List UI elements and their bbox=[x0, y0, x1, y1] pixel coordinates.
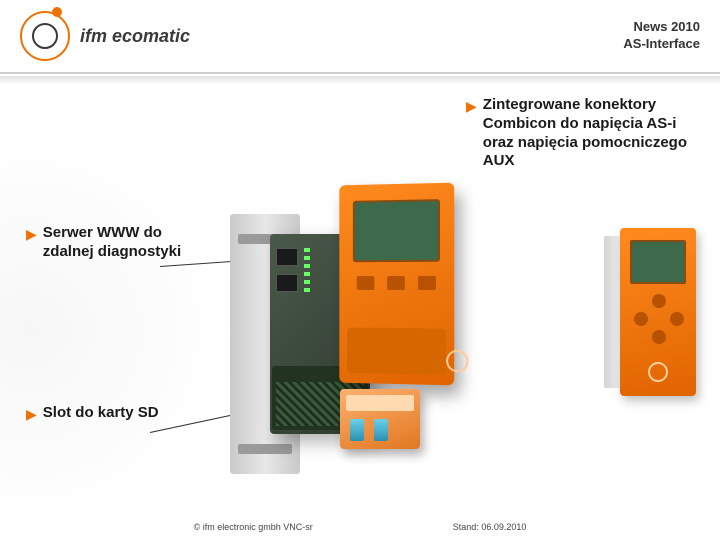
nav-button bbox=[652, 330, 666, 344]
footer: © ifm electronic gmbh VNC-sr Stand: 06.0… bbox=[0, 522, 720, 532]
connector-top bbox=[346, 395, 414, 411]
led-strip bbox=[304, 248, 310, 292]
callout-left-lower-text: Slot do karty SD bbox=[43, 404, 159, 423]
nav-button bbox=[634, 312, 648, 326]
bullet-icon: ▶ bbox=[466, 98, 477, 115]
front-panel bbox=[339, 183, 454, 386]
ifm-badge-icon bbox=[446, 350, 468, 373]
footer-date: Stand: 06.09.2010 bbox=[453, 522, 527, 532]
ethernet-port-icon bbox=[276, 248, 298, 266]
header: ifm ecomatic News 2010 AS-Interface bbox=[0, 0, 720, 72]
panel-button bbox=[387, 276, 405, 290]
device-main-illustration bbox=[230, 184, 490, 504]
panel-button bbox=[418, 276, 436, 290]
header-line1: News 2010 bbox=[623, 19, 700, 36]
button-row bbox=[357, 276, 436, 290]
nav-button bbox=[670, 312, 684, 326]
header-shadow bbox=[0, 76, 720, 84]
side-front-panel bbox=[620, 228, 696, 396]
combicon-connector bbox=[340, 389, 420, 449]
front-bezel bbox=[347, 327, 446, 375]
brand-name: ifm ecomatic bbox=[80, 26, 190, 47]
callout-top-right: ▶ Zintegrowane konektory Combicon do nap… bbox=[466, 96, 696, 171]
callout-top-right-text: Zintegrowane konektory Combicon do napię… bbox=[483, 96, 696, 171]
side-display-screen bbox=[630, 240, 686, 284]
device-side-illustration bbox=[604, 228, 696, 396]
connector-pin bbox=[374, 419, 388, 441]
display-screen bbox=[353, 199, 440, 262]
bullet-icon: ▶ bbox=[26, 226, 37, 243]
callout-left-upper-text: Serwer WWW do zdalnej diagnostyki bbox=[43, 224, 206, 262]
logo: ifm ecomatic bbox=[20, 11, 190, 61]
callout-left-lower: ▶ Slot do karty SD bbox=[26, 404, 226, 423]
header-line2: AS-Interface bbox=[623, 36, 700, 53]
content-area: ▶ Zintegrowane konektory Combicon do nap… bbox=[0, 84, 720, 514]
ethernet-port-icon bbox=[276, 274, 298, 292]
header-divider bbox=[0, 72, 720, 74]
footer-copyright: © ifm electronic gmbh VNC-sr bbox=[194, 522, 313, 532]
callout-left-upper: ▶ Serwer WWW do zdalnej diagnostyki bbox=[26, 224, 206, 262]
connector-pin bbox=[350, 419, 364, 441]
header-title: News 2010 AS-Interface bbox=[623, 19, 700, 53]
nav-button bbox=[652, 294, 666, 308]
ifm-badge-icon bbox=[648, 362, 668, 382]
panel-button bbox=[357, 276, 375, 290]
logo-mark bbox=[20, 11, 70, 61]
bullet-icon: ▶ bbox=[26, 406, 37, 423]
